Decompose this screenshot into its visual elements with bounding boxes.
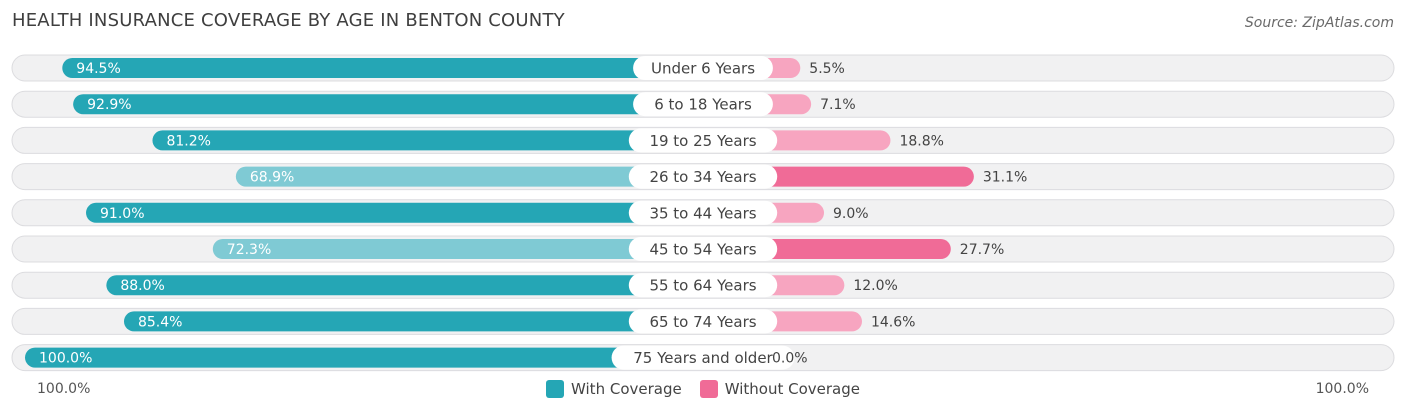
category-pill (628, 309, 778, 334)
category-label: 26 to 34 Years (649, 168, 756, 186)
axis-left-label: 100.0% (37, 381, 91, 397)
value-label-without-coverage: 27.7% (960, 242, 1004, 258)
bar-with-coverage (152, 130, 704, 151)
value-label-without-coverage: 9.0% (833, 206, 869, 222)
value-label-without-coverage: 12.0% (853, 278, 897, 294)
category-label: 19 to 25 Years (649, 132, 756, 150)
bar-with-coverage (235, 166, 703, 187)
value-label-without-coverage: 14.6% (871, 314, 915, 330)
category-pill (628, 237, 778, 261)
category-label: 75 Years and older (633, 349, 773, 367)
category-pill (628, 164, 778, 189)
legend-label-without-coverage: Without Coverage (724, 380, 860, 398)
bar-with-coverage (25, 347, 703, 368)
chart-title: HEALTH INSURANCE COVERAGE BY AGE IN BENT… (12, 10, 565, 31)
legend-item-without-coverage: Without Coverage (699, 380, 860, 398)
value-label-with-coverage: 81.2% (166, 133, 210, 149)
bar-with-coverage (73, 94, 703, 115)
category-label: 45 to 54 Years (649, 241, 756, 259)
value-label-with-coverage: 88.0% (120, 278, 164, 294)
value-label-with-coverage: 72.3% (227, 242, 271, 258)
value-label-with-coverage: 94.5% (76, 61, 120, 77)
bar-with-coverage (62, 58, 704, 78)
value-label-with-coverage: 68.9% (250, 170, 294, 186)
category-label: 35 to 44 Years (649, 204, 756, 222)
axis-right-label: 100.0% (1315, 381, 1369, 397)
value-label-with-coverage: 91.0% (100, 206, 144, 222)
category-pill (611, 345, 795, 370)
category-pill (628, 200, 778, 225)
category-label: 6 to 18 Years (654, 96, 752, 114)
bar-with-coverage (212, 239, 703, 259)
bar-with-coverage (86, 202, 703, 223)
value-label-with-coverage: 85.4% (138, 314, 182, 330)
value-label-without-coverage: 7.1% (820, 97, 856, 113)
category-pill (633, 56, 773, 80)
category-pill (628, 273, 778, 298)
legend-swatch-with-coverage (546, 380, 565, 398)
category-pill (633, 92, 773, 117)
legend-item-with-coverage: With Coverage (546, 380, 682, 398)
bar-with-coverage (106, 275, 704, 296)
legend-swatch-without-coverage (699, 380, 718, 398)
category-label: Under 6 Years (651, 60, 755, 78)
category-label: 55 to 64 Years (649, 277, 756, 295)
chart-area: 94.5% Under 6 Years 5.5% 92.9% 6 to 18 Years… (11, 54, 1395, 372)
category-pill (628, 128, 778, 153)
value-label-with-coverage: 92.9% (87, 97, 131, 113)
legend: With Coverage Without Coverage (0, 380, 1406, 398)
value-label-without-coverage: 5.5% (809, 61, 845, 77)
value-label-without-coverage: 0.0% (772, 351, 808, 367)
bar-with-coverage (123, 311, 704, 332)
value-label-with-coverage: 100.0% (39, 351, 92, 367)
value-label-without-coverage: 31.1% (983, 170, 1027, 186)
category-label: 65 to 74 Years (649, 313, 756, 331)
legend-label-with-coverage: With Coverage (571, 380, 682, 398)
source-label: Source: ZipAtlas.com (1244, 15, 1394, 31)
value-label-without-coverage: 18.8% (899, 133, 943, 149)
